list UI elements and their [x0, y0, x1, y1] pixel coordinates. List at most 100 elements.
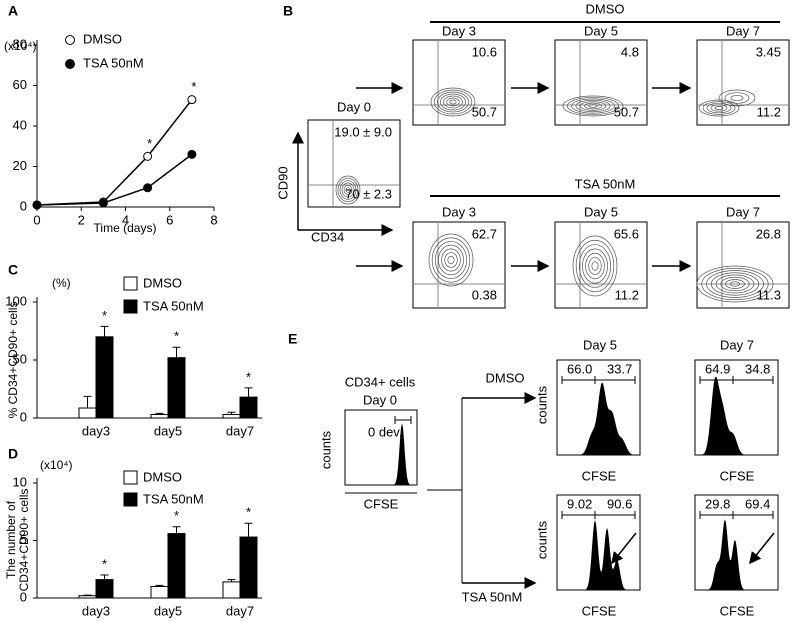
x-tick-label: 2 — [78, 212, 85, 227]
legend-marker — [65, 59, 75, 69]
bar — [78, 407, 97, 419]
histogram — [345, 423, 417, 485]
contour — [571, 98, 615, 114]
series-line — [36, 153, 193, 206]
quadrant-value: 65.6 — [614, 226, 639, 241]
contour — [446, 97, 460, 107]
significance: * — [102, 556, 107, 571]
contour — [584, 102, 602, 110]
panel-letter: D — [8, 446, 18, 462]
gate-value: 29.8 — [705, 496, 730, 511]
gate — [594, 376, 636, 384]
axis-label: counts — [534, 385, 549, 424]
arrow — [749, 532, 775, 565]
y-tick-label: 60 — [13, 77, 27, 92]
axis-unit: (x10⁴) — [40, 458, 73, 472]
y-tick-label: 80 — [13, 36, 27, 51]
gate — [561, 511, 596, 519]
contour — [572, 235, 618, 297]
data-point — [143, 183, 153, 193]
gate — [732, 511, 774, 519]
bar — [239, 536, 258, 599]
group-label: TSA 50nM — [462, 589, 523, 604]
y-axis-label: % CD34+CD90+ cells — [6, 302, 20, 419]
gate-value: 9.02 — [567, 496, 592, 511]
x-tick-label: day7 — [226, 423, 254, 438]
gate-value: 69.4 — [745, 496, 770, 511]
data-point — [187, 149, 197, 159]
gate — [732, 376, 774, 384]
quadrant-value: 3.45 — [756, 44, 781, 59]
gate-value: 64.9 — [705, 361, 730, 376]
contour — [591, 261, 599, 271]
plot-title: Day 0 — [337, 99, 371, 114]
legend-marker — [65, 35, 75, 45]
quadrant-value: 11.3 — [757, 287, 781, 302]
flow-plot — [412, 39, 506, 126]
axis-unit: (x10⁴) — [4, 39, 37, 53]
contour — [566, 97, 620, 115]
axis-label: CD34 — [311, 229, 344, 244]
plot-title: Day 5 — [583, 337, 617, 352]
x-axis-label: Time (days) — [94, 221, 157, 235]
axis-label: CD90 — [275, 166, 290, 199]
panel-letter: E — [288, 331, 297, 347]
quadrant-value: 4.8 — [621, 44, 639, 59]
error-bar — [244, 522, 253, 538]
y-tick-label: 100 — [5, 293, 27, 308]
flow-plot — [696, 221, 790, 309]
quadrant-value: 11.2 — [757, 104, 781, 119]
error-bar — [83, 594, 92, 596]
contour — [430, 87, 476, 117]
x-tick-label: 8 — [210, 212, 217, 227]
significance: * — [147, 136, 152, 151]
bar — [150, 414, 169, 419]
histogram — [695, 519, 778, 590]
significance: * — [246, 369, 251, 384]
legend-marker — [123, 492, 138, 507]
contour — [715, 274, 755, 294]
error-bar — [172, 526, 181, 534]
gate — [394, 416, 412, 424]
error-bar — [155, 412, 164, 415]
flow-plot — [554, 39, 648, 126]
contour — [724, 92, 750, 104]
arrow — [611, 532, 637, 565]
bar — [239, 396, 258, 419]
gate-label: 0 dev. — [368, 424, 402, 439]
plot-title: Day 7 — [726, 23, 760, 38]
contour — [729, 281, 741, 287]
contour — [582, 248, 608, 284]
axis-label: CFSE — [364, 496, 399, 511]
contour — [339, 180, 357, 200]
plot-title: Day 5 — [584, 23, 618, 38]
plot-title: Day 0 — [363, 392, 397, 407]
axis-unit: (%) — [52, 276, 71, 290]
quadrant-value: 50.7 — [472, 104, 497, 119]
group-label: DMSO — [586, 1, 625, 16]
contour — [449, 99, 457, 105]
panel-letter: B — [283, 3, 293, 19]
legend-label: DMSO — [143, 275, 182, 290]
flow-plot — [412, 221, 506, 309]
error-bar — [227, 411, 236, 415]
significance: * — [174, 508, 179, 523]
error-bar — [100, 574, 109, 580]
axis-label: CFSE — [720, 603, 755, 618]
x-tick-label: day5 — [154, 423, 182, 438]
panel-letter: C — [8, 262, 18, 278]
y-tick-label: 50 — [13, 351, 27, 366]
y-tick-label: 10 — [13, 474, 27, 489]
legend-label: DMSO — [83, 31, 122, 46]
plot-title: Day 7 — [720, 337, 754, 352]
series-line — [36, 99, 193, 206]
contour — [714, 106, 724, 110]
contour — [335, 175, 361, 205]
bar — [78, 595, 97, 599]
contour — [562, 95, 624, 117]
plot-title: Day 3 — [442, 23, 476, 38]
flow-plot — [696, 39, 790, 126]
x-tick-label: 6 — [166, 212, 173, 227]
quadrant-value: 70 ± 2.3 — [345, 186, 392, 201]
